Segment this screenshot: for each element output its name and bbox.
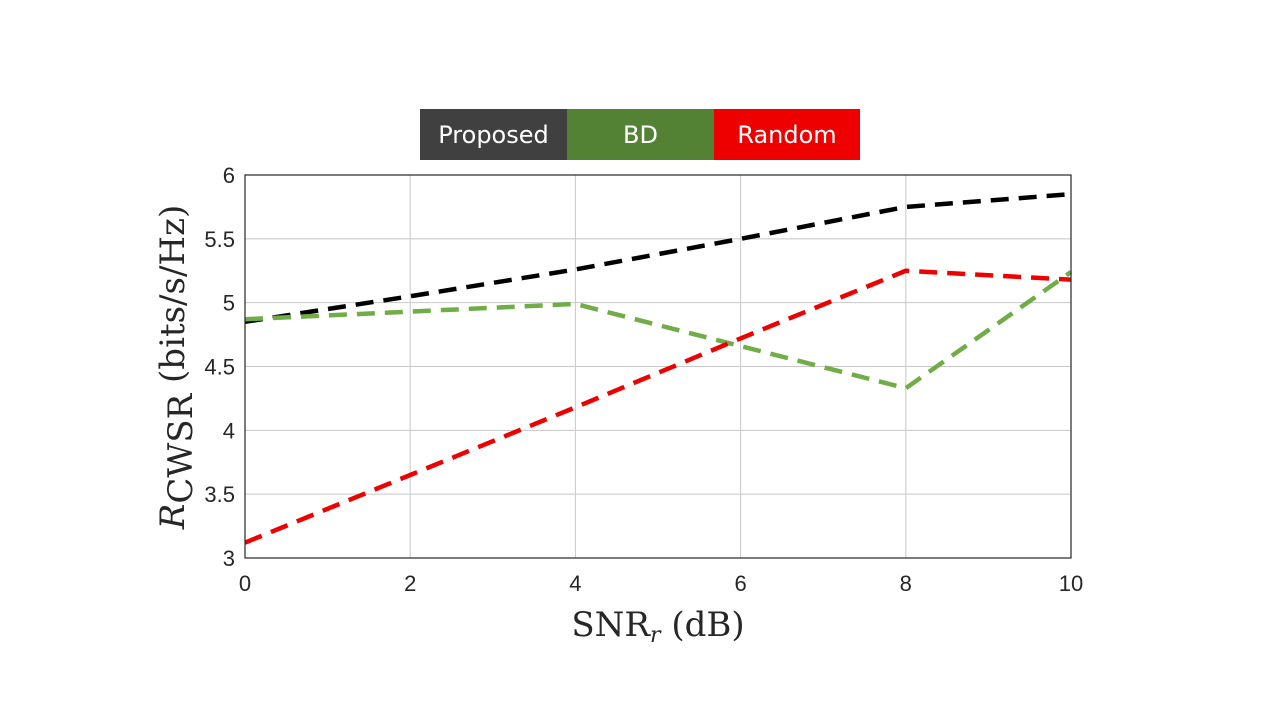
x-axis-label-main: SNR (571, 605, 651, 645)
y-axis-label: RCWSR (bits/s/Hz) (153, 205, 201, 530)
y-tick-label: 3.5 (204, 482, 235, 507)
y-tick-label: 4.5 (204, 355, 235, 380)
series-line-random (244, 268, 1072, 545)
series-line-bd (244, 270, 1073, 391)
x-axis-label-unit: (dB) (671, 605, 744, 645)
y-axis-label-sub: CWSR (161, 392, 201, 503)
y-tick-label: 6 (223, 163, 235, 188)
y-tick-label: 5 (223, 291, 235, 316)
plot-frame (244, 174, 1072, 559)
legend-item-bd: BD (567, 109, 714, 160)
x-tick-label: 8 (900, 571, 912, 596)
y-axis-label-unit: (bits/s/Hz) (153, 205, 193, 383)
legend: Proposed BD Random (420, 109, 860, 160)
y-tick-label: 4 (223, 418, 235, 443)
y-axis-label-space (153, 383, 193, 394)
y-tick-label: 3 (223, 546, 235, 571)
x-axis-label-space (661, 605, 672, 645)
x-tick-label: 4 (569, 571, 581, 596)
y-tick-label: 5.5 (204, 227, 235, 252)
tick-labels: 0 2 4 6 8 10 3 3.5 4 4.5 5 5.5 6 (204, 163, 1083, 596)
x-tick-label: 2 (404, 571, 416, 596)
x-tick-label: 10 (1059, 571, 1083, 596)
legend-item-random: Random (714, 109, 860, 160)
legend-item-proposed: Proposed (420, 109, 567, 160)
x-axis-label: SNRr (dB) (571, 605, 744, 648)
x-axis-label-sub: r (650, 623, 662, 648)
grid (244, 174, 1072, 559)
series-lines (244, 191, 1073, 545)
x-tick-label: 0 (239, 571, 251, 596)
x-tick-label: 6 (734, 571, 746, 596)
y-axis-label-main: R (153, 504, 193, 531)
